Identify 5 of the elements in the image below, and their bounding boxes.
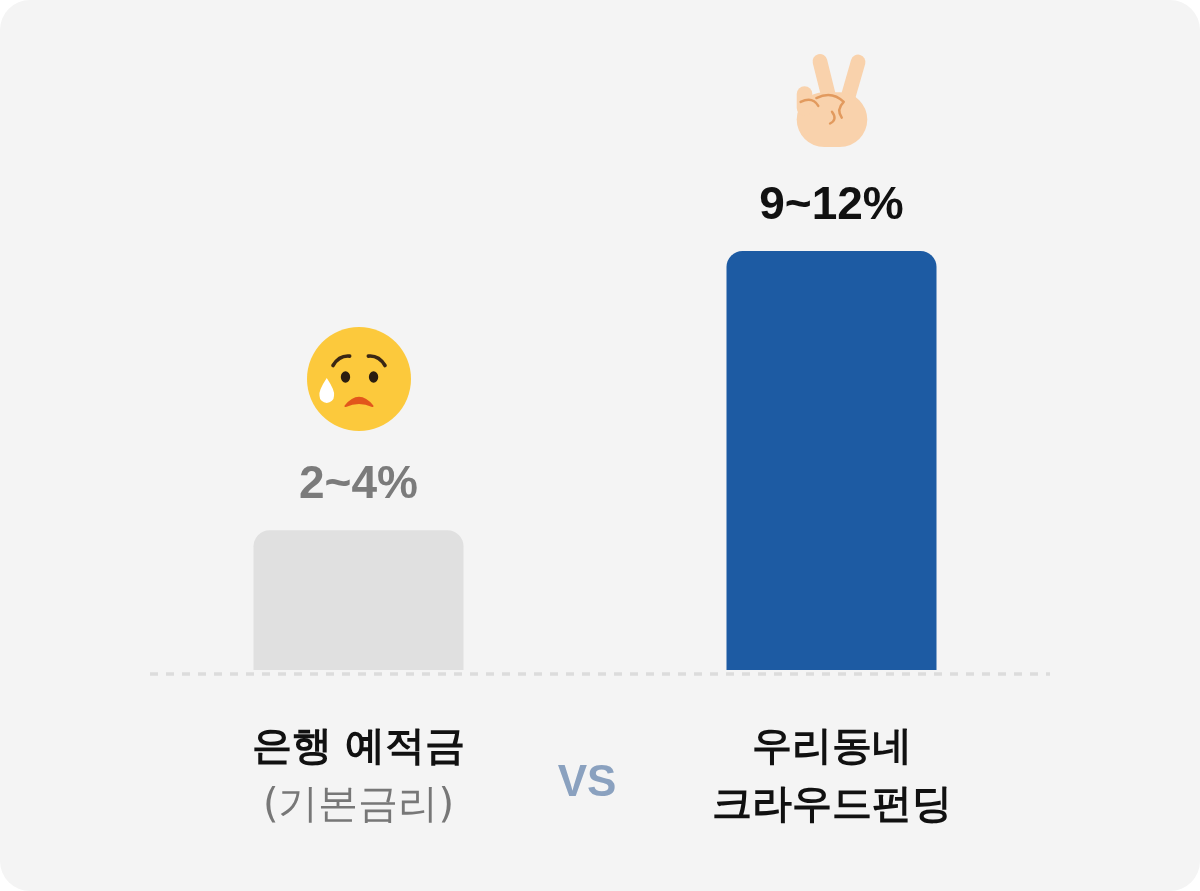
text: VS [556,755,618,807]
data-label: 2~4% [299,456,418,509]
x-tick-label: 우리동네 크라우드펀딩 [711,722,952,826]
x-tick-label: 은행 예적금 (기본금리) [250,722,467,828]
data-label: 9~12% [759,177,904,229]
